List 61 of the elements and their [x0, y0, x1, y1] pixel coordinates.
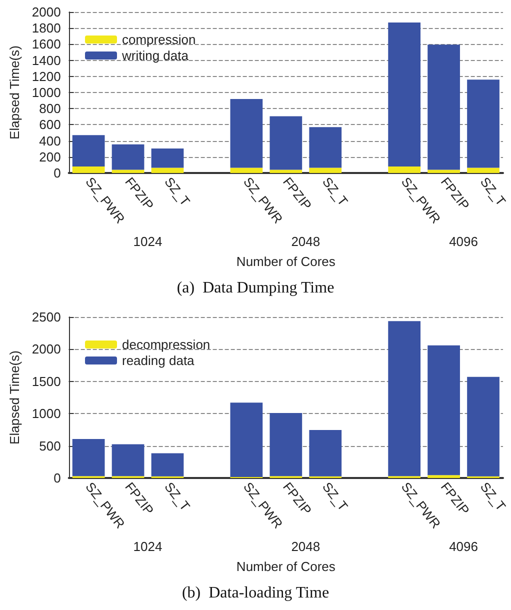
bar [428, 345, 460, 476]
bar [388, 166, 421, 173]
bar [112, 170, 144, 173]
y-tick-label: 400 [39, 133, 61, 148]
y-tick-label: 1600 [32, 36, 61, 52]
bar [467, 168, 500, 173]
bar [112, 144, 144, 170]
legend-label: writing data [121, 48, 190, 63]
bar [428, 475, 460, 478]
y-tick-label: 200 [39, 149, 61, 164]
y-tick-label: 1000 [32, 85, 61, 100]
y-tick-label: 1800 [32, 20, 61, 36]
bar [151, 453, 184, 476]
bar [309, 168, 342, 173]
text: 2048 [291, 539, 320, 554]
bar [388, 22, 421, 167]
y-tick-label: 2000 [32, 342, 61, 357]
bar [428, 170, 460, 173]
bar [309, 430, 342, 476]
y-tick-label: 800 [39, 101, 61, 116]
bar [230, 168, 263, 173]
legend-label: compression [122, 32, 196, 47]
y-tick-label: 1400 [32, 52, 61, 68]
bar [112, 444, 144, 476]
y-tick-label: 1500 [32, 374, 61, 389]
text: 1024 [133, 234, 162, 249]
y-tick-label: 2500 [32, 310, 61, 324]
bar [428, 44, 460, 170]
text: 2048 [291, 234, 320, 249]
bar [151, 168, 184, 173]
bar [72, 439, 105, 476]
x-axis-title: Number of Cores [236, 559, 336, 574]
text: (a) Data Dumping Time [176, 280, 334, 296]
bar [151, 148, 184, 168]
legend-label: reading data [122, 353, 196, 368]
bar [72, 166, 105, 173]
text: 4096 [449, 234, 478, 249]
text: (b) Data-loading Time [182, 584, 330, 602]
bar [388, 321, 421, 476]
legend-label: decompression [122, 337, 210, 352]
y-tick-label: 600 [39, 117, 61, 132]
y-axis-title: Elapsed Time(s) [7, 350, 22, 444]
y-tick-label: 0 [54, 470, 61, 486]
bar [230, 98, 263, 168]
y-tick-label: 0 [54, 166, 61, 180]
y-tick-label: 500 [39, 438, 61, 454]
bar [270, 412, 302, 476]
bar [230, 402, 263, 478]
text: 4096 [449, 539, 478, 554]
text: 1024 [133, 539, 162, 554]
x-axis-title: Number of Cores [236, 254, 336, 269]
bar [270, 116, 302, 170]
y-tick-label: 2000 [32, 4, 61, 20]
y-tick-label: 1200 [32, 68, 61, 84]
bar [270, 170, 302, 173]
bar [72, 135, 105, 167]
bar [467, 80, 500, 168]
y-axis-title: Elapsed Time(s) [7, 46, 22, 140]
bar [309, 127, 342, 168]
y-tick-label: 1000 [32, 406, 61, 422]
bar [467, 376, 500, 476]
